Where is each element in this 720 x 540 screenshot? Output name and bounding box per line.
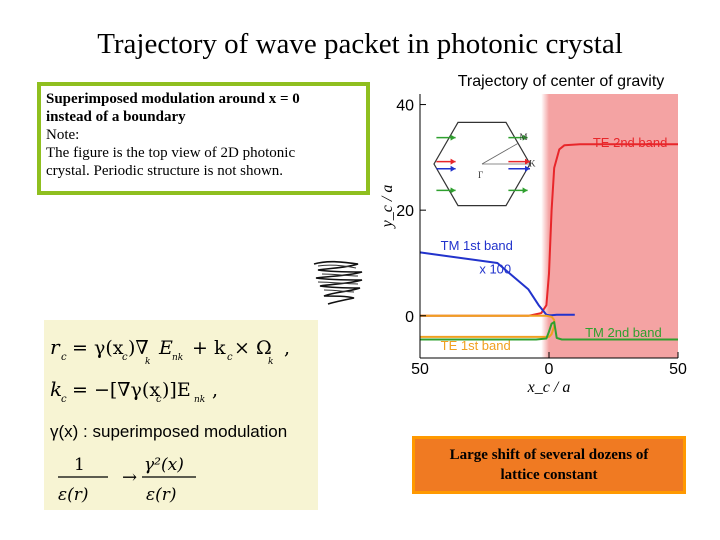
inset-arrowhead <box>522 187 528 194</box>
eq1-rhs: = γ(x <box>72 337 124 359</box>
eq2-lhs: k <box>50 377 62 401</box>
series-line <box>420 321 678 341</box>
eq1-kplus: + k <box>192 337 226 359</box>
y-tick-label: 0 <box>405 309 414 326</box>
chart-title: Trajectory of center of gravity <box>458 73 665 90</box>
eq1-nabla: )∇ <box>128 337 149 359</box>
equation-4: 1 ε(r) → γ²(x) ε(r) <box>58 455 196 505</box>
eq4-den-right: ε(r) <box>146 485 177 505</box>
series-annotation: x 100 <box>479 262 511 277</box>
y-tick-label: 40 <box>396 98 414 115</box>
note-line-1: Superimposed modulation around x = 0 <box>46 91 300 107</box>
eq1-energy: E <box>158 337 173 359</box>
equations-svg: r c = γ(x c )∇ k E nk + k c × Ω k , k c … <box>50 335 290 505</box>
eq1-omega: × Ω <box>234 337 272 359</box>
conclusion-line-2: lattice constant <box>500 467 598 483</box>
x-tick-label: 50 <box>669 361 687 378</box>
eq2-energy: )]E <box>162 379 191 401</box>
eq1-comma: , <box>284 337 290 359</box>
series-annotation: TM 1st band <box>441 238 513 253</box>
shaded-gradient <box>541 94 549 358</box>
x-axis-label: x_c / a <box>527 379 571 396</box>
eq1-sub-c2: c <box>227 352 233 363</box>
inset-arrowhead <box>525 158 530 165</box>
eq2-lhs-sub: c <box>61 394 67 405</box>
note-line-4: The figure is the top view of 2D photoni… <box>46 145 296 161</box>
series-line <box>420 143 678 317</box>
series-annotation: TE 1st band <box>441 338 511 353</box>
eq2-sub-nkc: nk <box>194 395 205 405</box>
inset-label: K <box>529 158 536 168</box>
eq4-num-right: γ²(x) <box>144 455 184 475</box>
series-line <box>420 314 556 338</box>
eq1-lhs-sub: c <box>61 352 67 363</box>
note-line-5: crystal. Periodic structure is not shown… <box>46 163 284 179</box>
inset-arrowhead <box>450 165 456 172</box>
eq4-num-left: 1 <box>74 455 85 475</box>
series-annotation: TM 2nd band <box>585 325 662 340</box>
eq2-comma: , <box>212 379 218 401</box>
inset-gamma-m <box>481 143 519 165</box>
x-tick-label: 50 <box>411 361 429 378</box>
eq4-arrow: → <box>122 467 137 488</box>
series-line <box>419 251 575 317</box>
series-annotation: TE 2nd band <box>593 135 667 150</box>
note-line-2: instead of a boundary <box>46 109 186 125</box>
eq4-den-left: ε(r) <box>58 485 89 505</box>
eq2-rhs: = −[∇γ(x <box>72 379 160 401</box>
note-box: Superimposed modulation around x = 0 ins… <box>37 82 370 195</box>
inset-arrowhead <box>450 187 456 194</box>
shaded-region <box>549 94 678 358</box>
inset-label: Γ <box>478 170 483 180</box>
equation-3: γ(x) : superimposed modulation <box>50 422 287 441</box>
conclusion-box: Large shift of several dozens of lattice… <box>412 436 686 494</box>
equation-panel: r c = γ(x c )∇ k E nk + k c × Ω k , k c … <box>44 320 318 510</box>
eq1-sub-c: c <box>122 352 128 363</box>
eq1-sub-kc2: k <box>268 357 273 367</box>
trajectory-chart: M K Γ 0 20 40 50 0 50 Trajectory of center of gr… <box>379 73 687 396</box>
y-axis-label: y_c / a <box>379 185 396 230</box>
inset-arrowhead <box>525 165 530 172</box>
eq1-lhs: r <box>50 335 61 359</box>
inset-arrowhead <box>450 134 456 141</box>
equation-1: r c = γ(x c )∇ k E nk + k c × Ω k , <box>50 335 290 367</box>
eq2-sub-c: c <box>156 394 162 405</box>
note-line-3: Note: <box>46 127 80 143</box>
scribble-graphic <box>313 260 363 305</box>
eq1-sub-nkc: nk <box>172 353 183 363</box>
equation-2: k c = −[∇γ(x c )]E nk , <box>50 377 218 405</box>
inset-arrowhead <box>522 134 528 141</box>
conclusion-line-1: Large shift of several dozens of <box>449 447 649 463</box>
inset-arrowhead <box>450 158 456 165</box>
y-tick-label: 20 <box>396 203 414 220</box>
x-tick-label: 0 <box>545 361 554 378</box>
slide-title: Trajectory of wave packet in photonic cr… <box>97 28 623 60</box>
inset-label: M <box>519 132 527 142</box>
eq1-sub-kc: k <box>145 357 150 367</box>
